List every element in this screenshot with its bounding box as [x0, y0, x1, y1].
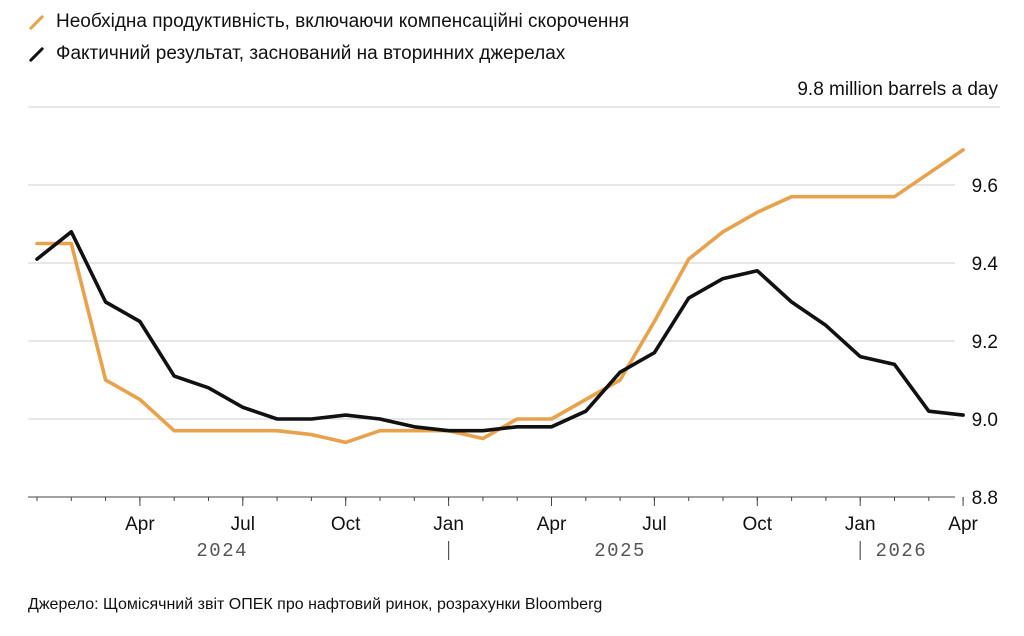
x-tick-label: Jul: [231, 514, 255, 535]
year-label: 2024: [196, 540, 248, 562]
year-label: 2026: [876, 540, 928, 562]
legend-item-actual: Фактичний результат, заснований на втори…: [28, 38, 629, 70]
x-tick-label: Apr: [948, 514, 978, 535]
y-tick-label: 9.4: [972, 254, 999, 275]
unit-label: 9.8 million barrels a day: [797, 79, 998, 100]
y-tick-label: 8.8: [972, 488, 998, 509]
x-tick-label: Apr: [125, 514, 155, 535]
series-line-actual: [35, 230, 965, 433]
y-tick-label: 9.2: [972, 332, 998, 353]
source-note: Джерело: Щомісячний звіт ОПЕК про нафтов…: [28, 596, 603, 613]
y-tick-label: 9.6: [972, 176, 998, 197]
x-tick-label: Oct: [331, 514, 361, 535]
x-tick-label: Jan: [433, 514, 464, 535]
x-tick-label: Apr: [537, 514, 567, 535]
x-tick-label: Jan: [845, 514, 876, 535]
x-tick-label: Oct: [743, 514, 773, 535]
year-label: 2025: [594, 540, 646, 562]
legend: Необхідна продуктивність, включаючи комп…: [28, 6, 629, 70]
legend-label-required: Необхідна продуктивність, включаючи комп…: [56, 11, 630, 32]
legend-item-required: Необхідна продуктивність, включаючи комп…: [28, 6, 629, 38]
legend-label-actual: Фактичний результат, заснований на втори…: [56, 43, 566, 64]
x-tick-label: Jul: [642, 514, 666, 535]
y-tick-label: 9.0: [972, 410, 998, 431]
series-line-required: [35, 148, 965, 445]
